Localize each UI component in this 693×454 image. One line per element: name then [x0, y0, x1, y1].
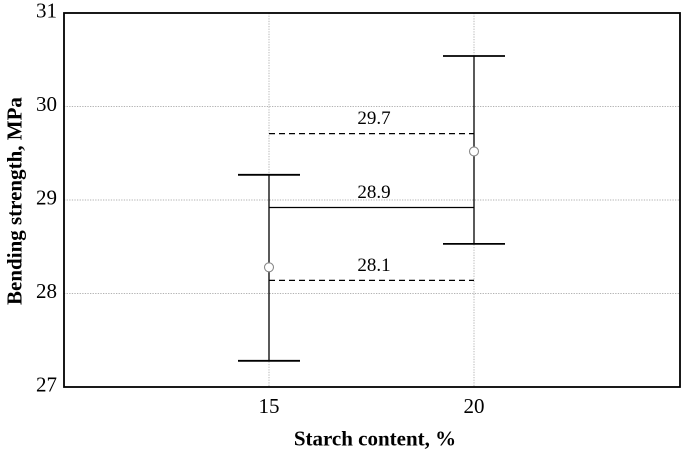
svg-text:29.7: 29.7 [357, 108, 390, 129]
svg-text:28.1: 28.1 [357, 255, 390, 276]
svg-text:28.9: 28.9 [357, 182, 390, 203]
svg-text:28: 28 [36, 279, 57, 303]
svg-text:27: 27 [36, 373, 57, 397]
svg-text:20: 20 [464, 394, 485, 418]
svg-text:30: 30 [36, 92, 57, 116]
svg-text:15: 15 [259, 394, 280, 418]
svg-text:29: 29 [36, 186, 57, 210]
svg-text:31: 31 [36, 0, 57, 23]
